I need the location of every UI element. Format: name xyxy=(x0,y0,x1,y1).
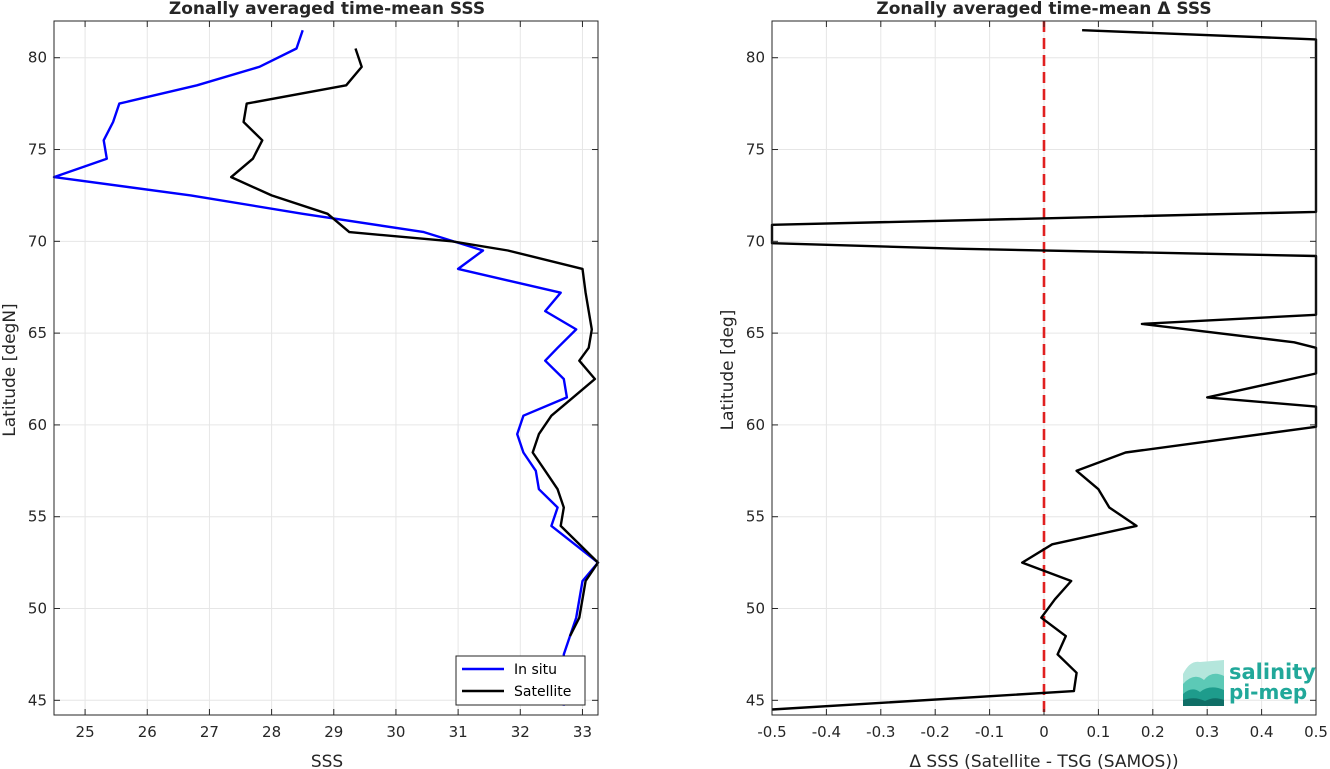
y-tick-label: 50 xyxy=(746,600,765,618)
y-tick-label: 60 xyxy=(28,416,47,434)
series-group xyxy=(52,29,600,706)
y-tick-label: 45 xyxy=(28,691,47,709)
x-tick-label: -0.1 xyxy=(975,723,1004,741)
y-tick-label: 45 xyxy=(746,691,765,709)
series-line-0 xyxy=(770,29,1318,711)
y-tick-label: 70 xyxy=(28,232,47,250)
y-tick-label: 55 xyxy=(28,508,47,526)
x-tick-label: 0.5 xyxy=(1304,723,1328,741)
y-tick-label: 75 xyxy=(28,141,47,159)
legend-box xyxy=(455,655,586,706)
x-tick-label: -0.2 xyxy=(921,723,950,741)
x-tick-label: 30 xyxy=(386,723,405,741)
y-tick-label: 65 xyxy=(746,324,765,342)
x-tick-label: 25 xyxy=(76,723,95,741)
y-axis-label: Latitude [deg] xyxy=(718,310,738,431)
x-tick-label: -0.4 xyxy=(812,723,841,741)
y-tick-label: 70 xyxy=(746,232,765,250)
y-tick-label: 80 xyxy=(746,49,765,67)
series-line-in-situ xyxy=(52,29,600,706)
y-tick-label: 75 xyxy=(746,141,765,159)
series-group xyxy=(770,21,1318,715)
salinity-pi-mep-logo: salinity pi-mep xyxy=(1183,660,1316,706)
x-tick-label: 0.2 xyxy=(1141,723,1165,741)
x-tick-label: 29 xyxy=(324,723,343,741)
legend-label-in-situ: In situ xyxy=(514,662,557,678)
x-tick-label: 0.4 xyxy=(1250,723,1274,741)
chart-title: Zonally averaged time-mean SSS xyxy=(169,0,485,19)
legend: In situ Satellite xyxy=(455,655,586,706)
y-tick-label: 80 xyxy=(28,49,47,67)
x-tick-label: -0.3 xyxy=(866,723,895,741)
logo-wave-icon xyxy=(1183,660,1224,706)
x-tick-label: 0.3 xyxy=(1195,723,1219,741)
x-tick-label: 27 xyxy=(200,723,219,741)
ticks: 25 26 27 28 29 30 31 32 33 45 50 55 60 65 70 75 80 xyxy=(28,20,599,741)
y-tick-label: 55 xyxy=(746,508,765,526)
x-tick-label: 33 xyxy=(573,723,592,741)
logo-text-line1: salinity xyxy=(1229,660,1316,684)
y-tick-label: 60 xyxy=(746,416,765,434)
ticks: -0.5 -0.4 -0.3 -0.2 -0.1 0 0.1 0.2 0.3 0.4 0.5 45 50… xyxy=(746,20,1328,741)
sss-chart: Zonally averaged time-mean SSS 25 26 27 28 2… xyxy=(0,0,600,769)
series-line-satellite xyxy=(229,48,600,637)
y-axis-label: Latitude [degN] xyxy=(0,303,20,436)
delta-sss-chart: Zonally averaged time-mean Δ SSS -0.5 -0.… xyxy=(718,0,1328,769)
x-tick-label: 0.1 xyxy=(1086,723,1110,741)
x-tick-label: 32 xyxy=(511,723,530,741)
y-tick-label: 65 xyxy=(28,324,47,342)
x-axis-label: Δ SSS (Satellite - TSG (SAMOS)) xyxy=(909,752,1178,769)
legend-label-satellite: Satellite xyxy=(514,684,571,700)
axes-box xyxy=(53,20,599,716)
x-tick-label: 26 xyxy=(138,723,157,741)
x-tick-label: 31 xyxy=(449,723,468,741)
chart-title: Zonally averaged time-mean Δ SSS xyxy=(876,0,1211,19)
x-axis-label: SSS xyxy=(311,752,343,769)
logo-text-line2: pi-mep xyxy=(1229,680,1307,704)
x-tick-label: 28 xyxy=(262,723,281,741)
grid xyxy=(54,21,598,715)
x-tick-label: 0 xyxy=(1039,723,1049,741)
y-tick-label: 50 xyxy=(28,600,47,618)
x-tick-label: -0.5 xyxy=(757,723,786,741)
